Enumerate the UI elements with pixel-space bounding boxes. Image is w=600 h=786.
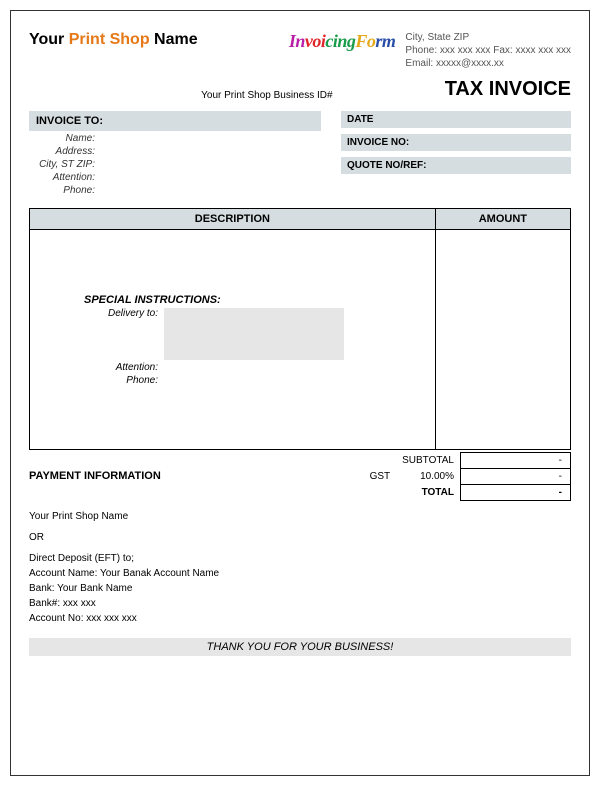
gst-value: - [461,469,571,485]
field-name-label: Name: [29,133,101,144]
meta-invoiceno-label: INVOICE NO: [341,134,431,151]
col-description: DESCRIPTION [30,209,436,230]
meta-invoiceno-value [431,134,571,151]
field-phone-label: Phone: [29,185,101,196]
meta-quoteref-label: QUOTE NO/REF: [341,157,441,174]
delivery-to-label: Delivery to: [84,308,164,319]
gst-label: GST [326,469,396,485]
meta-block: DATE INVOICE NO: QUOTE NO/REF: [341,111,571,196]
business-id-label: Your Print Shop Business ID# [29,90,445,101]
delivery-phone-label: Phone: [84,375,164,386]
total-label-spacer [326,485,396,501]
subtotal-mid: SUBTOTAL [396,453,460,469]
meta-date-value [431,111,571,128]
payment-info-title: PAYMENT INFORMATION [29,470,326,482]
contact-line1: City, State ZIP [405,31,571,44]
contact-line3: Email: xxxxx@xxxx.xx [405,57,571,70]
field-attention-label: Attention: [29,172,101,183]
info-section: INVOICE TO: Name: Address: City, ST ZIP:… [29,111,571,196]
field-address-label: Address: [29,146,101,157]
gst-rate: 10.00% [396,469,460,485]
totals-table: SUBTOTAL - GST 10.00% - TOTAL - [326,452,571,501]
payment-details: Your Print Shop Name OR Direct Deposit (… [29,509,571,626]
contact-line2: Phone: xxx xxx xxx Fax: xxxx xxx xxx [405,44,571,57]
payment-or: OR [29,530,571,545]
payment-bank: Bank: Your Bank Name [29,581,571,596]
invoice-to-block: INVOICE TO: Name: Address: City, ST ZIP:… [29,111,321,196]
shop-name: Your Print Shop Name [29,31,198,49]
payment-acct-no: Account No: xxx xxx xxx [29,611,571,626]
delivery-attention-label: Attention: [84,362,164,373]
payment-bank-no: Bank#: xxx xxx [29,596,571,611]
payment-info-block: PAYMENT INFORMATION [29,452,326,501]
shop-name-your: Your [29,31,69,48]
special-instructions-block: SPECIAL INSTRUCTIONS: Delivery to: Atten… [34,294,431,386]
items-table: DESCRIPTION AMOUNT SPECIAL INSTRUCTIONS:… [29,208,571,450]
header-row2: Your Print Shop Business ID# TAX INVOICE [29,78,571,101]
payment-acct-name: Account Name: Your Banak Account Name [29,566,571,581]
total-value: - [461,485,571,501]
shop-name-name: Name [154,31,198,48]
meta-quoteref-row: QUOTE NO/REF: [341,157,571,174]
subtotal-label [326,453,396,469]
special-instructions-title: SPECIAL INSTRUCTIONS: [84,294,431,306]
invoice-page: Your Print Shop Name InvoicingForm City,… [10,10,590,776]
meta-invoiceno-row: INVOICE NO: [341,134,571,151]
invoice-to-band: INVOICE TO: [29,111,321,131]
contact-block: City, State ZIP Phone: xxx xxx xxx Fax: … [405,31,571,70]
logo-text: InvoicingForm [289,31,396,52]
document-title: TAX INVOICE [445,78,571,101]
meta-date-label: DATE [341,111,431,128]
thank-you-bar: THANK YOU FOR YOUR BUSINESS! [29,638,571,656]
total-label: TOTAL [396,485,460,501]
col-amount: AMOUNT [435,209,570,230]
delivery-box [164,308,344,360]
subtotal-value: - [461,453,571,469]
payment-shop-name: Your Print Shop Name [29,509,571,524]
meta-date-row: DATE [341,111,571,128]
meta-quoteref-value [441,157,571,174]
header-row: Your Print Shop Name InvoicingForm City,… [29,31,571,70]
totals-section: PAYMENT INFORMATION SUBTOTAL - GST 10.00… [29,452,571,501]
shop-name-printshop: Print Shop [69,31,154,48]
description-cell: SPECIAL INSTRUCTIONS: Delivery to: Atten… [30,230,436,450]
payment-eft: Direct Deposit (EFT) to; [29,551,571,566]
field-cityzip-label: City, ST ZIP: [29,159,101,170]
amount-cell [435,230,570,450]
